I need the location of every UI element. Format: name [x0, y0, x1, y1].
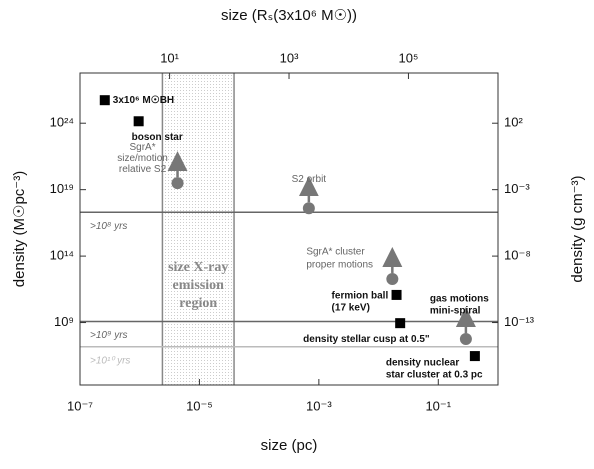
point: [469, 351, 480, 362]
x-axis-title: size (pc): [261, 437, 318, 454]
point-label: boson star: [132, 132, 183, 143]
region: [162, 73, 235, 385]
y-axis-title: density (M☉pc⁻³): [11, 171, 28, 287]
point-label: SgrA*: [129, 142, 155, 153]
y-tick-label: 10¹⁴: [50, 248, 74, 263]
point-label: relative S2: [119, 164, 167, 175]
point: [459, 332, 472, 345]
point: [302, 202, 315, 215]
x-tick-label: 10⁻¹: [425, 398, 451, 413]
point-label: gas motions: [430, 294, 489, 305]
x-tick-label: 10⁻⁵: [186, 398, 213, 413]
x-tick-label: 10⁻³: [306, 398, 332, 413]
point: [133, 116, 144, 127]
point: [395, 318, 406, 329]
x2-tick-label: 10¹: [160, 50, 179, 65]
region-label: emission: [173, 278, 225, 293]
point-label: size/motion: [117, 153, 168, 164]
point: [386, 272, 399, 285]
x2-tick-label: 10⁵: [399, 50, 419, 65]
point: [391, 289, 402, 300]
y-tick-label: 10¹⁹: [50, 181, 74, 196]
point-label: proper motions: [306, 260, 373, 271]
x-tick-label: 10⁻⁷: [67, 398, 93, 413]
point-label: star cluster at 0.3 pc: [386, 370, 483, 381]
region-label: size X-ray: [168, 260, 228, 275]
y-tick-label: 10²⁴: [50, 115, 74, 130]
point-label: density stellar cusp at 0.5": [303, 334, 430, 345]
y2-axis-title: density (g cm⁻³): [569, 175, 586, 282]
point-label: density nuclear: [386, 358, 459, 369]
point-label: (17 keV): [332, 303, 370, 314]
point-label: SgrA* cluster: [306, 247, 365, 258]
y2-tick-label: 10⁻⁸: [504, 248, 531, 263]
y-tick-label: 10⁹: [54, 314, 74, 329]
timescale-label: >10⁹ yrs: [90, 330, 128, 341]
y2-tick-label: 10⁻³: [504, 181, 530, 196]
timescale-label: >10⁸ yrs: [90, 221, 127, 232]
timescale-label: >10¹⁰ yrs: [90, 355, 130, 366]
y2-tick-label: 10⁻¹³: [504, 314, 535, 329]
y2-tick-label: 10²: [504, 115, 523, 130]
x2-axis-title: size (Rₛ(3x10⁶ M☉)): [221, 7, 357, 24]
x2-tick-label: 10³: [280, 50, 299, 65]
point: [171, 177, 184, 190]
point-label: mini-spiral: [430, 306, 481, 317]
region-label: region: [179, 296, 217, 311]
point-label: S2 orbit: [292, 174, 327, 185]
point-label: fermion ball: [332, 291, 389, 302]
point: [99, 95, 110, 106]
point-label: 3x10⁶ M☉BH: [113, 95, 174, 106]
